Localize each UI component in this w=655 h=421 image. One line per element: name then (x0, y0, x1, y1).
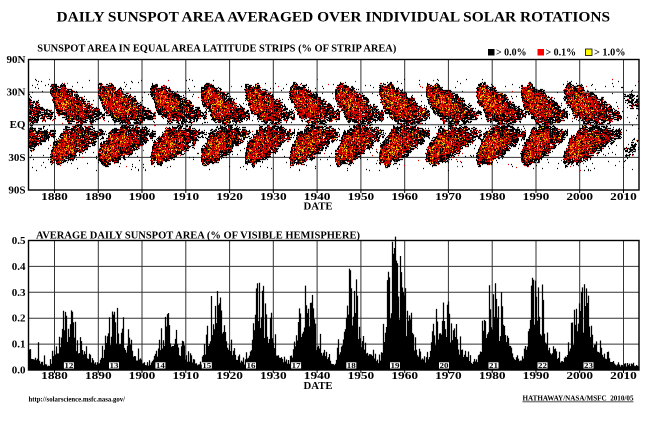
svg-text:DATE: DATE (304, 380, 333, 392)
svg-text:> 0.0%: > 0.0% (496, 48, 527, 59)
svg-text:12: 12 (64, 361, 73, 370)
svg-text:DATE: DATE (304, 201, 333, 213)
svg-text:0.1: 0.1 (12, 339, 26, 351)
svg-text:http://solarscience.msfc.nasa.: http://solarscience.msfc.nasa.gov/ (29, 396, 127, 404)
svg-text:0.3: 0.3 (12, 287, 26, 299)
svg-text:DAILY SUNSPOT AREA AVERAGED OV: DAILY SUNSPOT AREA AVERAGED OVER INDIVID… (57, 10, 611, 26)
svg-text:1980: 1980 (479, 191, 506, 203)
svg-text:1920: 1920 (216, 191, 243, 203)
svg-text:1910: 1910 (173, 191, 200, 203)
svg-text:21: 21 (489, 361, 498, 370)
svg-text:0.5: 0.5 (12, 235, 26, 247)
svg-text:1980: 1980 (479, 370, 506, 382)
svg-text:1970: 1970 (435, 370, 462, 382)
svg-text:2010: 2010 (610, 370, 637, 382)
svg-text:1890: 1890 (85, 370, 112, 382)
svg-text:1940: 1940 (304, 370, 331, 382)
svg-text:90S: 90S (8, 185, 25, 197)
svg-text:1910: 1910 (173, 370, 200, 382)
svg-text:1900: 1900 (129, 191, 156, 203)
svg-text:1950: 1950 (348, 370, 375, 382)
svg-text:1930: 1930 (260, 370, 287, 382)
svg-text:> 0.1%: > 0.1% (546, 48, 577, 59)
svg-text:30S: 30S (8, 152, 25, 164)
svg-text:HATHAWAY/NASA/MSFC 2010/05: HATHAWAY/NASA/MSFC 2010/05 (523, 395, 635, 403)
svg-text:2000: 2000 (566, 191, 593, 203)
svg-text:1960: 1960 (391, 370, 418, 382)
svg-text:1880: 1880 (41, 370, 68, 382)
svg-text:13: 13 (110, 361, 119, 370)
svg-text:23: 23 (584, 361, 593, 370)
svg-text:1880: 1880 (41, 191, 68, 203)
svg-text:1890: 1890 (85, 191, 112, 203)
svg-text:SUNSPOT AREA IN EQUAL AREA LAT: SUNSPOT AREA IN EQUAL AREA LATITUDE STRI… (37, 44, 396, 55)
svg-text:1990: 1990 (523, 370, 550, 382)
svg-text:1930: 1930 (260, 191, 287, 203)
svg-text:1970: 1970 (435, 191, 462, 203)
svg-text:0.4: 0.4 (12, 261, 26, 273)
svg-text:18: 18 (347, 361, 356, 370)
svg-text:90N: 90N (7, 54, 26, 66)
svg-text:0.2: 0.2 (12, 313, 26, 325)
svg-text:19: 19 (391, 361, 400, 370)
svg-text:AVERAGE DAILY SUNSPOT AREA (%: AVERAGE DAILY SUNSPOT AREA (% OF VISIBLE… (36, 231, 360, 242)
svg-text:16: 16 (247, 361, 256, 370)
svg-text:1990: 1990 (523, 191, 550, 203)
svg-text:2010: 2010 (610, 191, 637, 203)
svg-text:> 1.0%: > 1.0% (594, 48, 626, 59)
svg-text:14: 14 (156, 361, 165, 370)
svg-text:22: 22 (538, 361, 547, 370)
svg-text:15: 15 (202, 361, 211, 370)
svg-text:1920: 1920 (216, 370, 243, 382)
svg-text:0.0: 0.0 (12, 365, 26, 377)
svg-text:1940: 1940 (304, 191, 331, 203)
svg-text:2000: 2000 (566, 370, 593, 382)
svg-text:1900: 1900 (129, 370, 156, 382)
svg-text:1960: 1960 (391, 191, 418, 203)
svg-text:20: 20 (440, 361, 449, 370)
svg-text:EQ: EQ (10, 119, 26, 131)
svg-text:30N: 30N (7, 87, 26, 99)
svg-text:17: 17 (292, 361, 301, 370)
svg-text:1950: 1950 (348, 191, 375, 203)
